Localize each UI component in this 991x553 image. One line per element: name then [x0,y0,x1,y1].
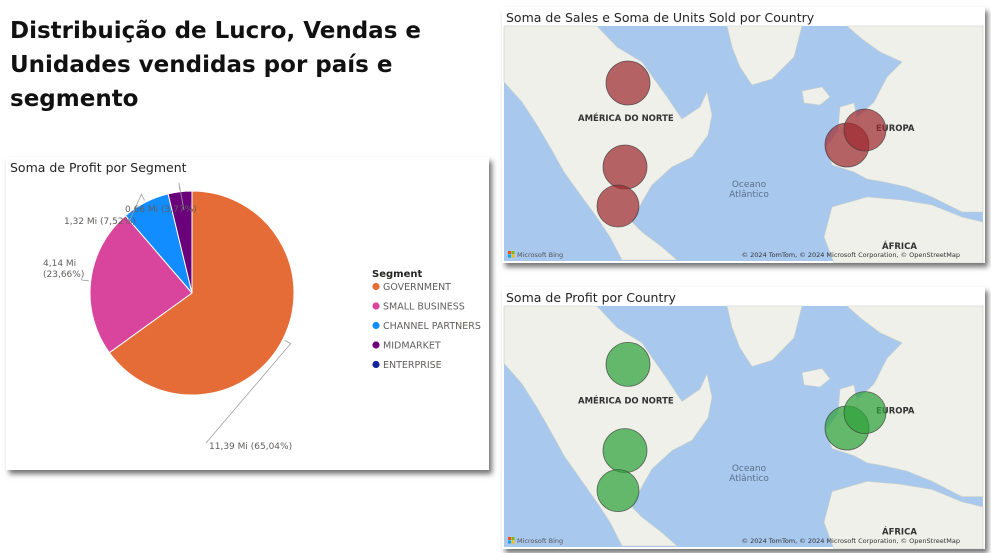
map-bubble-mexico[interactable] [596,469,640,513]
legend-marker [372,321,380,330]
map-attribution[interactable]: © 2024 TomTom, © 2024 Microsoft Corporat… [742,251,960,259]
pie-chart-title: Soma de Profit por Segment [10,160,187,175]
legend-label: CHANNEL PARTNERS [383,321,481,332]
data-label-channel-partners: 1,32 Mi (7,52%) [64,217,136,227]
land-europe [825,25,984,213]
map-label-north-america: AMÉRICA DO NORTE [578,112,674,124]
land-greenland [726,25,803,86]
legend-label: ENTERPRISE [383,360,442,371]
data-label-midmarket: 0,66 Mi (3,77%) [125,205,197,215]
map-label-ocean: Oceano Atlântico [729,180,769,200]
map-label-north-america: AMÉRICA DO NORTE [578,394,674,406]
land-africa [823,480,984,549]
data-label-small-business: 4,14 Mi (23,66%) [43,259,84,280]
land-africa [823,196,984,263]
leader-line-small-business [80,277,89,282]
legend-label: SMALL BUSINESS [383,302,465,313]
land-greenland [726,305,803,367]
map-label-ocean: Oceano Atlântico [729,464,769,484]
land-iceland [801,368,831,388]
map-bubble-canada[interactable] [605,342,651,387]
pie-slice-midmarket[interactable] [167,190,193,294]
legend-label: GOVERNMENT [383,282,451,293]
legend-marker [372,360,380,369]
legend-item-enterprise[interactable]: ENTERPRISE [372,360,442,371]
legend-label: MIDMARKET [383,341,441,352]
map-attribution[interactable]: © 2024 TomTom, © 2024 Microsoft Corporat… [742,537,960,545]
bing-logo: Microsoft Bing [508,537,563,545]
legend-item-government[interactable]: GOVERNMENT [372,282,451,293]
map-label-europe: EUROPA [876,407,915,417]
pie-slice-small-business[interactable] [89,214,193,354]
profit-map[interactable]: AMÉRICA DO NORTE EUROPA ÁFRICA Oceano Atlânt… [502,287,985,549]
legend-title: Segment [372,269,422,280]
map-label-africa: ÁFRICA [882,240,917,252]
page-title: Distribuição de Lucro, Vendas e Unidades… [10,18,421,112]
profit-by-segment-card[interactable]: Soma de Profit por Segment 11,39 Mi (65,… [6,157,489,470]
map-bubble-germany[interactable] [843,391,887,434]
bing-logo: Microsoft Bing [508,251,563,259]
map-bubble-united-states-of-america[interactable] [602,428,648,474]
map-bubble-germany[interactable] [843,108,887,152]
legend-item-small-business[interactable]: SMALL BUSINESS [372,302,465,313]
legend-marker [372,282,380,291]
sales-units-map-card[interactable]: Soma de Sales e Soma de Units Sold por C… [502,7,985,263]
land-europe [825,305,984,497]
land-iceland [801,86,831,106]
svg-text:Microsoft Bing: Microsoft Bing [517,251,563,259]
map-bubble-mexico[interactable] [596,184,640,228]
map-bubble-united-states-of-america[interactable] [602,144,648,190]
pie-slice-government[interactable] [108,190,295,396]
leader-line-channel-partners [128,193,145,223]
map-bubble-canada[interactable] [605,60,651,106]
sales-units-map[interactable]: AMÉRICA DO NORTE EUROPA ÁFRICA Oceano Atlânt… [502,7,985,263]
legend-marker [372,302,380,310]
map-label-africa: ÁFRICA [882,526,917,538]
map-label-europe: EUROPA [876,124,915,134]
legend-item-channel-partners[interactable]: CHANNEL PARTNERS [372,321,481,332]
profit-map-card[interactable]: Soma de Profit por Country AMÉRICA DO NO… [502,287,985,549]
map-profit-title: Soma de Profit por Country [506,290,676,305]
leader-line-government [205,340,292,444]
svg-text:Microsoft Bing: Microsoft Bing [517,537,563,545]
legend-marker [372,341,380,349]
legend-item-midmarket[interactable]: MIDMARKET [372,341,441,352]
leader-line-midmarket [178,182,185,211]
pie-chart[interactable]: 11,39 Mi (65,04%) 4,14 Mi (23,66%) 1,32 Mi … [6,157,489,470]
data-label-government: 11,39 Mi (65,04%) [209,442,292,452]
map-sales-title: Soma de Sales e Soma de Units Sold por C… [506,10,815,25]
